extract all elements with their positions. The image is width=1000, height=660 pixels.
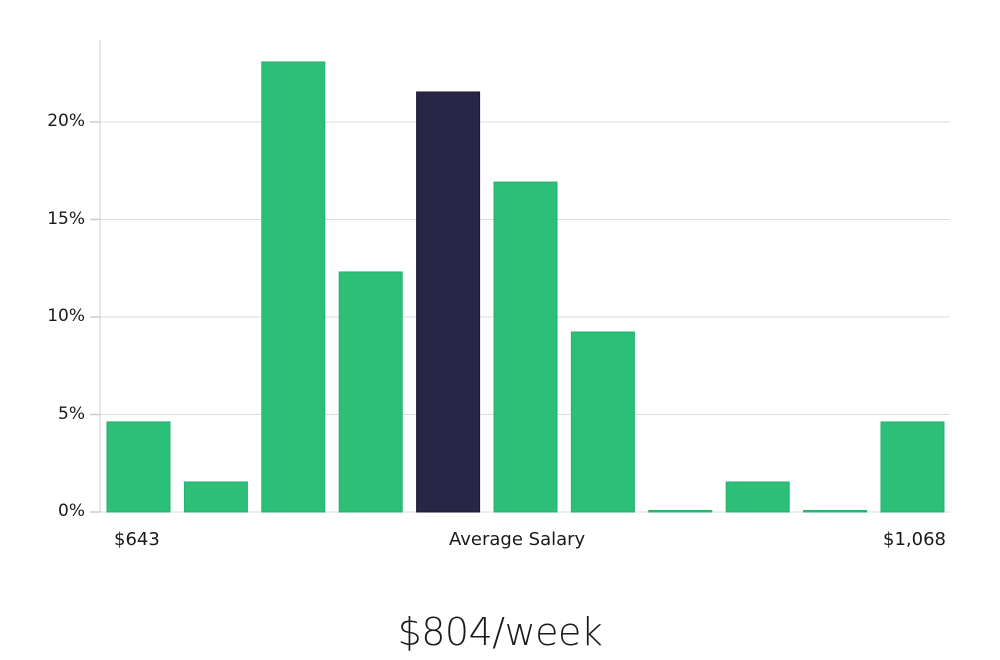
salary-bin-bar [338,271,403,513]
max-salary-label: $1,068 [883,529,946,550]
y-tick-label: 10% [47,306,85,326]
average-salary-headline: $804/week [397,610,603,654]
salary-bin-bar [880,421,945,513]
salary-bin-bar [261,61,326,513]
salary-bin-bar [183,481,248,513]
y-tick-label: 0% [58,501,85,521]
average-salary-bar [416,91,481,513]
y-tick-label: 15% [47,208,85,229]
salary-bin-bar [570,331,635,513]
salary-bin-bar [725,481,790,513]
y-tick-label: 5% [58,403,85,424]
y-tick-label: 20% [47,111,85,131]
salary-bin-bar [803,510,868,513]
salary-bin-bar [648,510,713,513]
min-salary-label: $643 [114,529,160,550]
salary-bin-bar [493,181,558,513]
average-salary-label: Average Salary [449,529,586,550]
salary-bin-bar [106,421,171,513]
